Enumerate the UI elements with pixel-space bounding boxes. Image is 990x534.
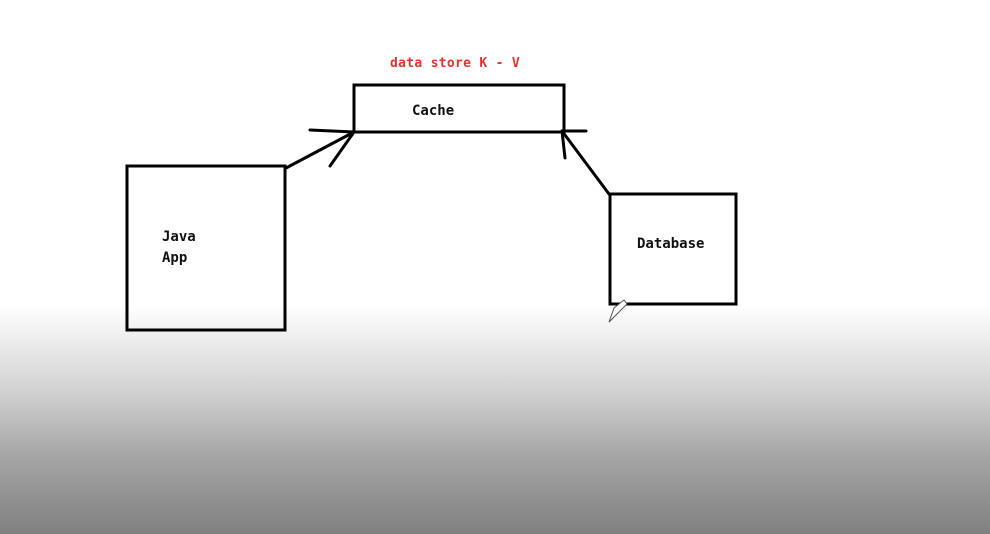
cache-box bbox=[352, 83, 566, 134]
database-box bbox=[608, 192, 738, 306]
database-to-cache-arrow bbox=[560, 129, 611, 196]
cache-label: Cache bbox=[412, 103, 455, 119]
diagram-caption: data store K - V bbox=[390, 56, 521, 71]
pen-cursor-icon bbox=[608, 299, 628, 323]
java-app-label-line2: App bbox=[162, 250, 188, 266]
java-app-label-line1: Java bbox=[162, 229, 196, 245]
java-app-box bbox=[125, 164, 287, 332]
java-to-cache-arrow bbox=[284, 128, 356, 170]
database-label: Database bbox=[637, 236, 705, 252]
